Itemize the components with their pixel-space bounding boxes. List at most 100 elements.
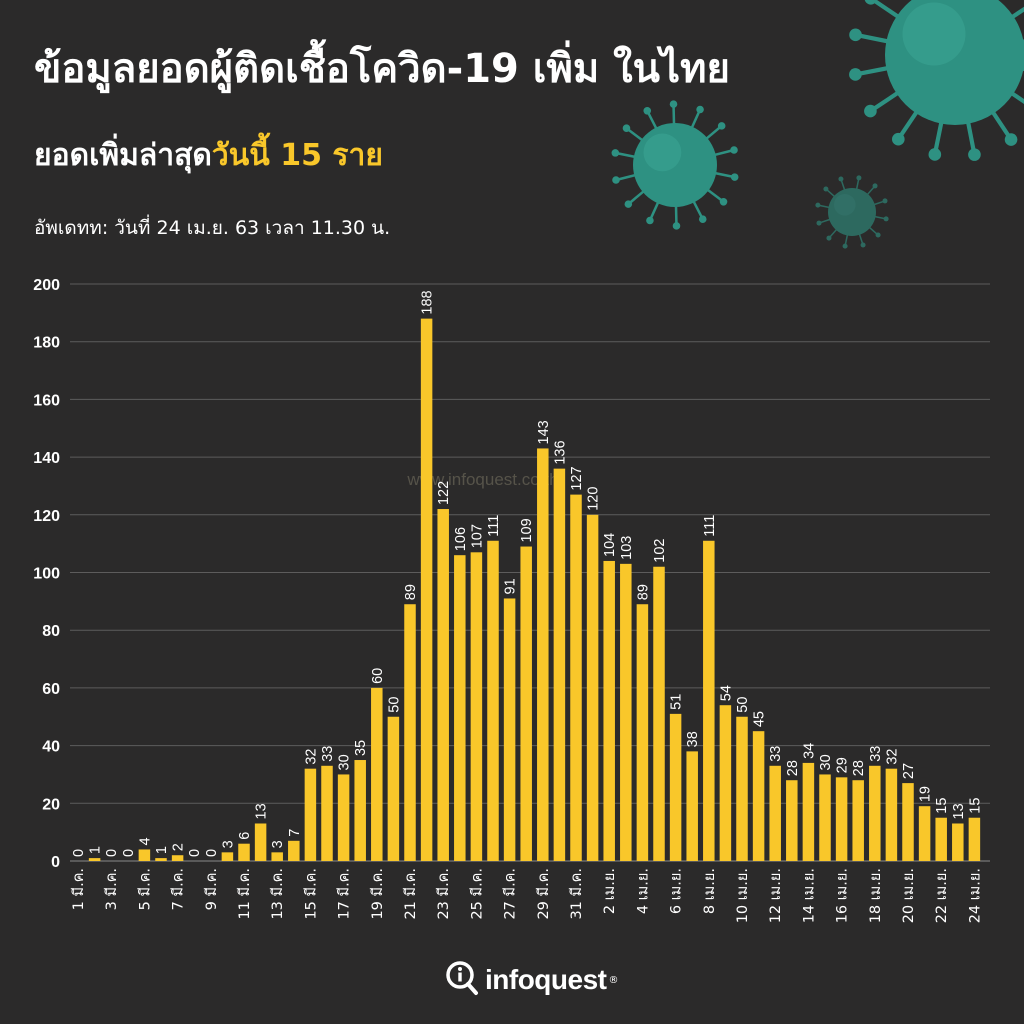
- bar: [321, 765, 333, 861]
- bar: [271, 852, 283, 861]
- y-tick-label: 20: [42, 796, 60, 813]
- data-label: 38: [685, 731, 701, 747]
- data-label: 54: [718, 685, 734, 701]
- x-tick-label: 7 มี.ค.: [170, 868, 187, 910]
- x-tick-label: 25 มี.ค.: [468, 868, 485, 920]
- data-label: 34: [801, 743, 817, 759]
- bar: [420, 318, 433, 861]
- x-tick-label: 3 มี.ค.: [103, 868, 120, 910]
- y-tick-label: 200: [33, 277, 60, 294]
- data-label: 89: [403, 584, 419, 600]
- bar: [653, 566, 665, 861]
- bar: [802, 762, 815, 861]
- subtitle-prefix: ยอดเพิ่มล่าสุด: [34, 138, 212, 173]
- data-label: 51: [669, 694, 685, 710]
- data-label: 4: [137, 837, 153, 845]
- data-label: 109: [519, 518, 535, 542]
- page-subtitle: ยอดเพิ่มล่าสุดวันนี้ 15 ราย: [34, 132, 383, 179]
- x-tick-label: 5 มี.ค.: [136, 868, 153, 910]
- data-label: 19: [918, 786, 934, 802]
- data-label: 143: [536, 420, 552, 444]
- x-tick-label: 22 เม.ย.: [934, 868, 950, 923]
- data-label: 106: [453, 527, 469, 551]
- data-label: 0: [204, 849, 220, 857]
- x-tick-label: 14 เม.ย.: [801, 868, 817, 923]
- data-label: 127: [569, 466, 585, 490]
- bar: [337, 774, 350, 861]
- data-label: 28: [851, 760, 867, 776]
- x-tick-label: 31 มี.ค.: [568, 868, 585, 920]
- x-tick-label: 1 มี.ค.: [70, 868, 87, 910]
- bar: [288, 840, 300, 861]
- x-tick-label: 10 เม.ย.: [735, 868, 751, 923]
- page-title: ข้อมูลยอดผู้ติดเชื้อโควิด-19 เพิ่ม ในไทย: [34, 46, 730, 92]
- bar: [736, 716, 748, 861]
- data-label: 3: [220, 840, 236, 848]
- bar: [918, 806, 931, 861]
- data-label: 28: [785, 760, 801, 776]
- y-tick-label: 140: [33, 450, 60, 467]
- bar: [703, 540, 715, 861]
- bar: [769, 765, 781, 861]
- bar: [354, 760, 366, 861]
- data-label: 13: [254, 803, 270, 819]
- data-label: 33: [868, 746, 884, 762]
- data-label: 120: [586, 487, 602, 511]
- y-tick-label: 100: [33, 566, 60, 583]
- x-axis-tick-labels: 1 มี.ค. 3 มี.ค. 5 มี.ค. 7 มี.ค. 9 มี.ค. 11 มี…: [70, 868, 983, 923]
- info-magnifier-icon: [445, 960, 479, 1000]
- bar: [835, 777, 848, 861]
- y-tick-label: 180: [33, 335, 60, 352]
- watermark-text: www.infoquest.co.th: [406, 470, 558, 489]
- data-label: 111: [486, 515, 502, 537]
- bar: [935, 817, 947, 861]
- bar: [902, 783, 914, 861]
- y-tick-label: 160: [33, 392, 60, 409]
- y-tick-label: 80: [42, 623, 60, 640]
- y-tick-label: 120: [33, 508, 60, 525]
- x-tick-label: 13 มี.ค.: [269, 868, 286, 920]
- data-label: 33: [768, 746, 784, 762]
- bar: [404, 604, 416, 861]
- registered-mark: ®: [608, 974, 619, 986]
- data-label: 32: [884, 749, 900, 765]
- x-tick-label: 23 มี.ค.: [435, 868, 452, 920]
- virus-icon: [815, 175, 889, 249]
- data-label: 107: [469, 524, 485, 548]
- data-label: 1: [154, 846, 170, 854]
- x-tick-label: 11 มี.ค.: [236, 868, 253, 920]
- data-label: 27: [901, 763, 917, 779]
- bar: [238, 843, 250, 861]
- data-label: 2: [171, 843, 187, 851]
- data-label: 3: [270, 840, 286, 848]
- bar: [221, 852, 234, 861]
- data-label: 35: [353, 740, 369, 756]
- bar: [437, 509, 449, 861]
- data-label: 15: [967, 798, 983, 814]
- bar: [885, 768, 898, 861]
- bar: [537, 448, 549, 861]
- subtitle-highlight: วันนี้ 15 ราย: [211, 138, 383, 173]
- bar: [171, 855, 184, 861]
- bar: [155, 858, 167, 861]
- data-label: 91: [503, 578, 519, 594]
- data-label: 0: [121, 849, 137, 857]
- bar: [968, 817, 981, 861]
- data-label: 50: [735, 697, 751, 713]
- bar: [454, 555, 466, 861]
- data-label: 30: [818, 754, 834, 770]
- x-tick-label: 29 มี.ค.: [535, 868, 552, 920]
- data-label: 111: [702, 515, 718, 537]
- data-label: 50: [386, 697, 402, 713]
- data-label: 136: [552, 440, 568, 464]
- data-label: 188: [420, 290, 436, 314]
- logo-text: infoquest: [485, 964, 607, 995]
- data-label: 102: [652, 539, 668, 563]
- x-tick-label: 20 เม.ย.: [901, 868, 917, 923]
- data-label: 32: [303, 749, 319, 765]
- data-label: 30: [337, 754, 353, 770]
- x-tick-label: 27 มี.ค.: [502, 868, 519, 920]
- bar: [952, 823, 964, 861]
- update-timestamp: อัพเดทท: วันที่ 24 เม.ย. 63 เวลา 11.30 น…: [34, 217, 391, 239]
- data-label: 6: [237, 832, 253, 840]
